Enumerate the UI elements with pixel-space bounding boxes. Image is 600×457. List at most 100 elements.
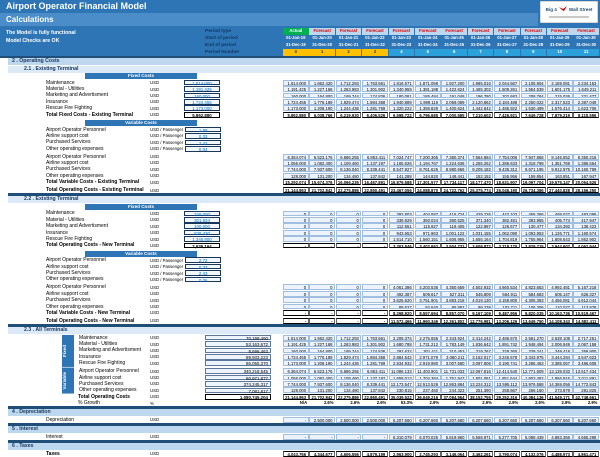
grid-cell[interactable]: 6,219,930 <box>335 111 362 118</box>
period-number-cell[interactable]: 3 <box>362 49 388 56</box>
grid-cell[interactable]: 6,853,411 <box>362 153 388 160</box>
grid-cell[interactable]: 7,744,000 <box>283 166 309 173</box>
input-cell[interactable]: 1,345,800 <box>184 236 220 242</box>
grid-cell[interactable]: 1,263,983 <box>335 86 362 92</box>
grid-cell[interactable]: 319,767 <box>467 347 494 354</box>
grid-cell[interactable]: 4,203,536 <box>414 284 441 291</box>
grid-cell[interactable]: 12,067,816 <box>467 368 494 375</box>
grid-cell[interactable]: 1,263,983 <box>335 341 362 347</box>
grid-cell[interactable]: 0 <box>335 210 362 217</box>
grid-cell[interactable]: 1,255,252 <box>467 160 494 166</box>
grid-cell[interactable]: 22,275,886 <box>335 393 362 400</box>
grid-cell[interactable]: 0 <box>335 297 362 304</box>
grid-cell[interactable]: 1,560,151 <box>414 236 441 242</box>
grid-cell[interactable]: 3,625,620 <box>388 297 415 304</box>
grid-cell[interactable]: 112,551 <box>388 223 415 230</box>
grid-cell[interactable]: - <box>283 417 309 423</box>
grid-cell[interactable]: 3,504,732 <box>441 242 467 249</box>
period-number-cell[interactable]: 11 <box>573 49 599 56</box>
summary-total-cell[interactable]: 7,081,817 <box>205 387 271 393</box>
grid-cell[interactable]: 1,056,000 <box>283 374 309 381</box>
grid-cell[interactable]: 2.6% <box>376 400 387 406</box>
grid-cell[interactable]: 429,226 <box>467 210 494 217</box>
grid-cell[interactable]: 106,306 <box>520 303 547 310</box>
grid-cell[interactable]: 0 <box>309 290 335 297</box>
grid-cell[interactable]: 1,829,474 <box>335 98 362 105</box>
grid-cell[interactable]: 12,173,547 <box>388 381 415 387</box>
grid-cell[interactable]: 4,062,944 <box>573 242 599 249</box>
grid-cell[interactable]: 6,038,766 <box>309 111 335 118</box>
grid-cell[interactable]: 11,572,466 <box>388 317 415 324</box>
period-start-cell[interactable]: 01-Jan-27 <box>497 35 517 41</box>
grid-cell[interactable]: 2,971,079 <box>414 353 441 360</box>
total-cell[interactable]: 2,935,164 <box>184 242 220 249</box>
period-type-cell[interactable]: Forecast <box>362 28 388 35</box>
grid-cell[interactable]: 1,614,000 <box>283 334 309 341</box>
grid-cell[interactable]: 1,801,061 <box>467 374 494 381</box>
grid-cell[interactable]: 393,955 <box>520 216 547 223</box>
grid-cell[interactable]: 6,523,176 <box>309 368 335 375</box>
grid-cell[interactable]: 3,944,607 <box>546 242 573 249</box>
grid-cell[interactable]: 392,803 <box>388 210 415 217</box>
input-cell[interactable]: 2.72 <box>185 257 222 263</box>
grid-cell[interactable]: 8,136,040 <box>335 381 362 387</box>
grid-cell[interactable]: 115,927 <box>414 223 441 230</box>
period-end-cell[interactable]: 31-Dec-29 <box>549 42 570 48</box>
grid-cell[interactable]: 4,992,481 <box>546 284 573 291</box>
period-number-cell[interactable]: 6 <box>441 49 467 56</box>
grid-cell[interactable]: 0 <box>335 284 362 291</box>
grid-cell[interactable]: 7,426,921 <box>494 111 520 118</box>
grid-cell[interactable]: 6,207,660 <box>546 417 573 423</box>
grid-cell[interactable]: 1,948,494 <box>520 341 547 347</box>
grid-cell[interactable]: 13,976,588 <box>520 381 547 387</box>
grid-cell[interactable]: 2.9% <box>429 400 440 406</box>
grid-cell[interactable]: 2,011,891 <box>573 374 599 381</box>
grid-cell[interactable]: 14,582,411 <box>573 317 599 324</box>
period-start-cell[interactable]: 01-Jan-23 <box>391 35 412 41</box>
grid-cell[interactable]: 0 <box>309 236 335 242</box>
grid-cell[interactable]: 36,049,216 <box>414 393 441 400</box>
period-start-cell[interactable]: 01-Jan-19 <box>286 35 306 41</box>
grid-cell[interactable]: 455,366 <box>520 210 547 217</box>
grid-cell[interactable]: 1,191,425 <box>283 86 309 92</box>
grid-cell[interactable]: 2,834,932 <box>388 360 415 367</box>
grid-cell[interactable]: 0 <box>362 216 388 223</box>
grid-cell[interactable]: 122,987 <box>467 223 494 230</box>
grid-cell[interactable]: 1,509,261 <box>494 86 520 92</box>
grid-cell[interactable]: 1,751,947 <box>441 374 467 381</box>
grid-cell[interactable]: 1,137,197 <box>362 160 388 166</box>
grid-cell[interactable]: 95,882 <box>441 303 467 310</box>
grid-cell[interactable]: 0 <box>335 216 362 223</box>
grid-cell[interactable]: 208,764 <box>520 92 547 99</box>
grid-cell[interactable]: 4,132,076 <box>520 450 547 457</box>
grid-cell[interactable]: 6,207,660 <box>441 417 467 423</box>
grid-cell[interactable]: 160,000 <box>283 92 309 99</box>
grid-cell[interactable]: 3,152,017 <box>467 353 494 360</box>
grid-cell[interactable]: 4,350,659 <box>441 284 467 291</box>
grid-cell[interactable]: 3,462,261 <box>467 450 494 457</box>
grid-cell[interactable]: 404,587 <box>414 210 441 217</box>
grid-cell[interactable]: 21,702,842 <box>309 187 335 193</box>
grid-cell[interactable]: 2,414,242 <box>467 334 494 341</box>
grid-cell[interactable]: 1,724,455 <box>283 98 309 105</box>
grid-cell[interactable]: 8,547,927 <box>388 166 415 173</box>
grid-cell[interactable]: 9,487,956 <box>494 310 520 316</box>
grid-cell[interactable]: 15,674,376 <box>309 179 335 186</box>
grid-cell[interactable]: 2.9% <box>508 400 519 406</box>
grid-cell[interactable]: 7,744,000 <box>283 381 309 387</box>
grid-cell[interactable]: 113,878 <box>573 303 599 310</box>
grid-cell[interactable]: 1,891,742 <box>494 341 520 347</box>
period-end-cell[interactable]: 31-Dec-24 <box>417 42 438 48</box>
grid-cell[interactable]: 9,435,312 <box>494 166 520 173</box>
grid-cell[interactable]: 1,724,455 <box>283 353 309 360</box>
grid-cell[interactable]: 605,147 <box>546 290 573 297</box>
grid-cell[interactable]: 6,364,074 <box>283 153 309 160</box>
grid-cell[interactable]: 41,549,171 <box>546 393 573 400</box>
input-cell[interactable]: 1,191,425 <box>184 86 220 92</box>
grid-cell[interactable]: 110,027 <box>546 303 573 310</box>
summary-total-cell[interactable]: 1,080,745,204 <box>205 393 271 400</box>
period-start-cell[interactable]: 01-Jan-28 <box>523 35 543 41</box>
grid-cell[interactable]: 1,836,642 <box>467 341 494 347</box>
input-cell[interactable]: 0.04 <box>185 145 222 152</box>
grid-cell[interactable]: 215,026 <box>546 92 573 99</box>
